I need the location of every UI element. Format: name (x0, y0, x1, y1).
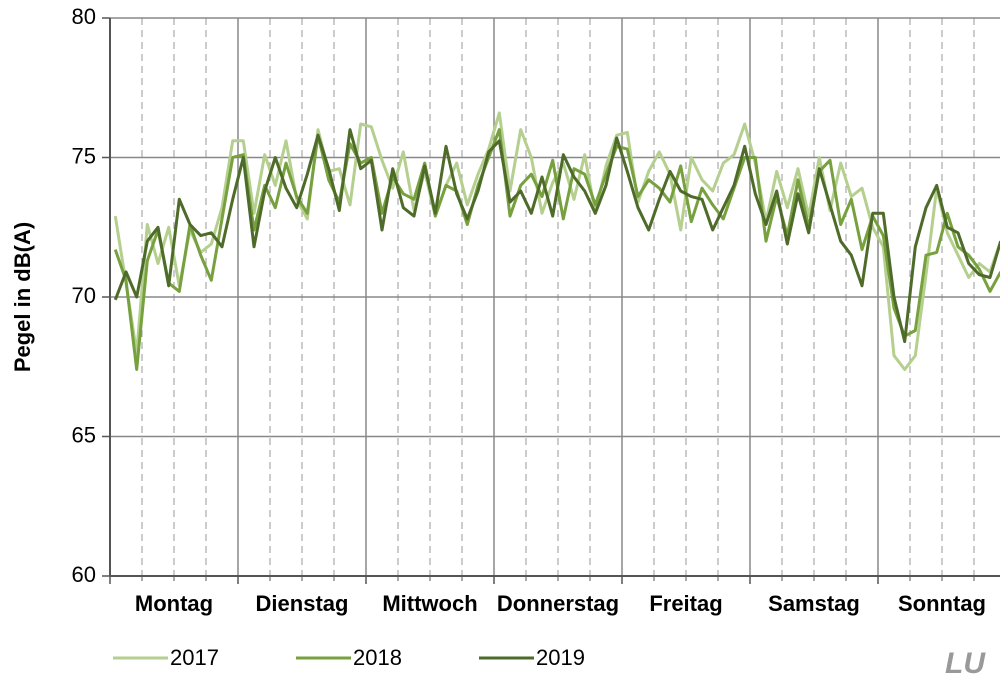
series-line (113, 128, 1000, 344)
series-line (113, 111, 1000, 371)
x-tick-label: Montag (135, 591, 213, 616)
legend-label: 2018 (353, 645, 402, 670)
logo: LU (945, 647, 986, 680)
x-tick-label: Sonntag (898, 591, 986, 616)
y-tick-label: 75 (72, 143, 96, 168)
x-tick-label: Samstag (768, 591, 860, 616)
legend-label: 2019 (536, 645, 585, 670)
y-tick-label: 70 (72, 283, 96, 308)
y-tick-label: 80 (72, 4, 96, 29)
y-tick-label: 60 (72, 562, 96, 587)
x-tick-label: Freitag (649, 591, 722, 616)
x-tick-label: Dienstag (256, 591, 349, 616)
x-tick-label: Mittwoch (382, 591, 477, 616)
legend-label: 2017 (170, 645, 219, 670)
y-axis-label: Pegel in dB(A) (10, 222, 35, 372)
x-tick-label: Donnerstag (497, 591, 619, 616)
y-tick-label: 65 (72, 422, 96, 447)
